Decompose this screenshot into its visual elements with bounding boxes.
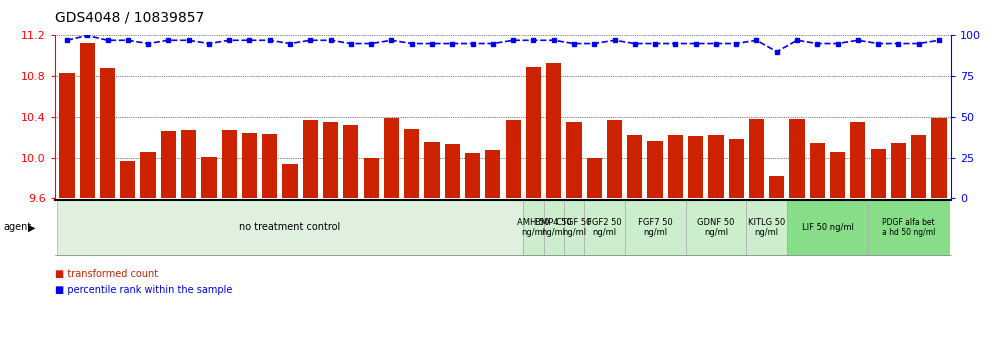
- Bar: [688, 136, 703, 198]
- Text: LIF 50 ng/ml: LIF 50 ng/ml: [802, 223, 854, 232]
- Bar: [830, 153, 846, 198]
- Text: BMP4 50
ng/ml: BMP4 50 ng/ml: [536, 218, 572, 237]
- Bar: [526, 67, 541, 198]
- Text: GDNF 50
ng/ml: GDNF 50 ng/ml: [697, 218, 735, 237]
- Bar: [506, 120, 521, 198]
- Bar: [344, 125, 359, 198]
- Text: FGF7 50
ng/ml: FGF7 50 ng/ml: [637, 218, 672, 237]
- Text: ■ percentile rank within the sample: ■ percentile rank within the sample: [55, 285, 232, 295]
- Bar: [323, 122, 339, 198]
- Text: GDS4048 / 10839857: GDS4048 / 10839857: [55, 11, 204, 25]
- Bar: [80, 42, 95, 198]
- Bar: [303, 120, 318, 198]
- Bar: [262, 134, 277, 198]
- Bar: [749, 119, 764, 198]
- Bar: [140, 153, 155, 198]
- Bar: [444, 144, 460, 198]
- Bar: [607, 120, 622, 198]
- Bar: [667, 135, 683, 198]
- Bar: [465, 154, 480, 198]
- Bar: [546, 63, 562, 198]
- Bar: [121, 161, 135, 198]
- Text: agent: agent: [3, 222, 31, 233]
- Text: ▶: ▶: [28, 222, 36, 233]
- Text: AMH 50
ng/ml: AMH 50 ng/ml: [517, 218, 550, 237]
- Bar: [708, 135, 723, 198]
- Bar: [283, 164, 298, 198]
- Bar: [242, 133, 257, 198]
- Bar: [769, 176, 785, 198]
- Bar: [60, 73, 75, 198]
- Bar: [911, 135, 926, 198]
- Bar: [221, 130, 237, 198]
- Text: CTGF 50
ng/ml: CTGF 50 ng/ml: [557, 218, 592, 237]
- Bar: [404, 129, 419, 198]
- Bar: [790, 119, 805, 198]
- Bar: [100, 68, 116, 198]
- Bar: [383, 118, 399, 198]
- Bar: [567, 122, 582, 198]
- Bar: [160, 131, 176, 198]
- Bar: [424, 142, 439, 198]
- Bar: [890, 143, 906, 198]
- Text: KITLG 50
ng/ml: KITLG 50 ng/ml: [748, 218, 785, 237]
- Bar: [871, 149, 885, 198]
- Bar: [627, 135, 642, 198]
- Text: FGF2 50
ng/ml: FGF2 50 ng/ml: [587, 218, 622, 237]
- Bar: [729, 139, 744, 198]
- Bar: [647, 141, 662, 198]
- Bar: [810, 143, 825, 198]
- Text: PDGF alfa bet
a hd 50 ng/ml: PDGF alfa bet a hd 50 ng/ml: [881, 218, 935, 237]
- Bar: [364, 158, 378, 198]
- Bar: [931, 118, 946, 198]
- Text: ■ transformed count: ■ transformed count: [55, 269, 158, 279]
- Bar: [587, 158, 602, 198]
- Text: no treatment control: no treatment control: [239, 222, 341, 233]
- Bar: [851, 122, 866, 198]
- Bar: [181, 130, 196, 198]
- Bar: [201, 156, 216, 198]
- Bar: [485, 150, 500, 198]
